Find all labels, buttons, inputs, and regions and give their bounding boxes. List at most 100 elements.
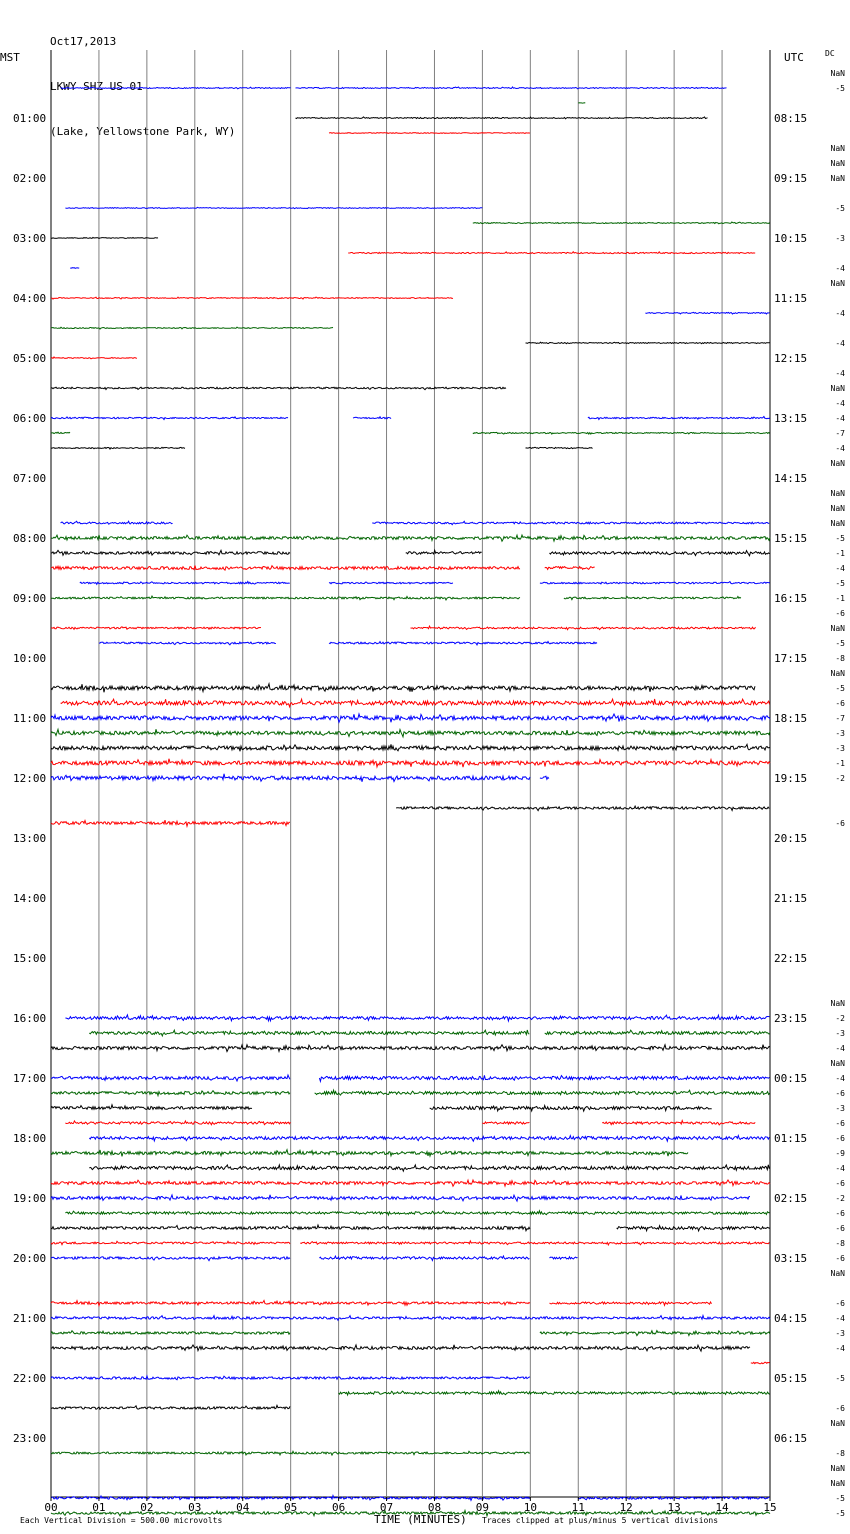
trace-row-46-seg-0	[50, 773, 531, 783]
dc-offset-row-78: -6	[835, 1254, 845, 1263]
dc-offset-row-84: -4	[835, 1344, 845, 1353]
trace-row-77-seg-0	[50, 1240, 291, 1246]
utc-label-19:15: 19:15	[774, 772, 807, 785]
trace-row-83-seg-0	[50, 1329, 291, 1336]
trace-row-36-seg-1	[410, 624, 756, 631]
trace-row-81-seg-0	[50, 1299, 531, 1308]
mst-label-13:00: 13:00	[13, 832, 46, 845]
mst-label-18:00: 18:00	[13, 1132, 46, 1145]
dc-offset-row-39: NaN	[831, 669, 846, 678]
trace-row-69-seg-1	[482, 1120, 530, 1126]
dc-offset-row-77: -8	[835, 1239, 845, 1248]
utc-label-06:15: 06:15	[774, 1432, 807, 1445]
dc-offset-row-4: NaN	[831, 144, 846, 153]
dc-offset-row-33: -5	[835, 579, 845, 588]
dc-offset-row-8: -5	[835, 204, 845, 213]
dc-offset-row-46: -2	[835, 774, 845, 783]
mst-label-08:00: 08:00	[13, 532, 46, 545]
x-tick-label-14: 14	[715, 1501, 729, 1514]
trace-row-31-seg-0	[50, 549, 291, 557]
utc-label-15:15: 15:15	[774, 532, 807, 545]
dc-offset-row-5: NaN	[831, 159, 846, 168]
dc-offset-row-64: -4	[835, 1044, 845, 1053]
dc-offset-row-34: -1	[835, 594, 845, 603]
trace-row-78-seg-1	[319, 1254, 530, 1262]
x-tick-label-01: 01	[92, 1501, 105, 1514]
dc-offset-row-76: -6	[835, 1224, 845, 1233]
trace-row-8-seg-0	[65, 206, 483, 210]
trace-row-66-seg-1	[318, 1074, 770, 1084]
utc-label-13:15: 13:15	[774, 412, 807, 425]
trace-row-72-seg-0	[89, 1163, 770, 1173]
trace-row-73-seg-0	[50, 1178, 771, 1188]
trace-row-34-seg-1	[563, 595, 742, 601]
x-tick-label-15: 15	[763, 1501, 776, 1514]
mst-label-22:00: 22:00	[13, 1372, 46, 1385]
trace-row-2-seg-0	[295, 116, 708, 120]
trace-row-83-seg-1	[539, 1329, 771, 1337]
dc-offset-row-49: -6	[835, 819, 845, 828]
dc-offset-row-71: -9	[835, 1149, 845, 1158]
trace-row-48-seg-0	[396, 804, 770, 812]
trace-row-67-seg-1	[314, 1088, 770, 1097]
trace-row-36-seg-0	[50, 626, 262, 631]
dc-offset-row-6: NaN	[831, 174, 846, 183]
trace-row-0-seg-1	[295, 86, 727, 90]
dc-offset-row-31: -1	[835, 549, 845, 558]
utc-label-22:15: 22:15	[774, 952, 807, 965]
trace-row-17-seg-0	[525, 341, 770, 345]
x-tick-label-06: 06	[332, 1501, 345, 1514]
dc-offset-row-86: -5	[835, 1374, 845, 1383]
trace-row-75-seg-0	[65, 1209, 770, 1217]
dc-offset-row-62: -2	[835, 1014, 845, 1023]
mst-label-15:00: 15:00	[13, 952, 46, 965]
x-tick-label-00: 00	[44, 1501, 57, 1514]
utc-hour-labels: 08:15 09:15 10:15 11:15 12:15 13:15 14:15 15:15…	[774, 112, 807, 1445]
mst-label-01:00: 01:00	[13, 112, 46, 125]
utc-label-16:15: 16:15	[774, 592, 807, 605]
dc-offset-row-70: -6	[835, 1134, 845, 1143]
x-tick-label-05: 05	[284, 1501, 297, 1514]
trace-row-31-seg-1	[405, 548, 482, 556]
trace-row-23-seg-1	[472, 431, 771, 436]
trace-row-37-seg-0	[98, 641, 276, 646]
dc-offset-row-61: NaN	[831, 999, 846, 1008]
dc-offset-row-42: -7	[835, 714, 845, 723]
utc-label-00:15: 00:15	[774, 1072, 807, 1085]
mst-label-17:00: 17:00	[13, 1072, 46, 1085]
trace-row-31-seg-2	[549, 549, 770, 557]
trace-row-24-seg-1	[525, 446, 593, 450]
mst-label-19:00: 19:00	[13, 1192, 46, 1205]
dc-offset-row-29: NaN	[831, 519, 846, 528]
trace-row-63-seg-0	[88, 1028, 530, 1038]
trace-row-3-seg-0	[328, 132, 531, 135]
trace-row-67-seg-0	[50, 1089, 291, 1098]
trace-row-33-seg-0	[79, 580, 290, 586]
utc-label-05:15: 05:15	[774, 1372, 807, 1385]
trace-row-32-seg-1	[544, 565, 595, 571]
mst-hour-labels: 01:00 02:00 03:00 04:00 05:00 06:00 07:00 08:00…	[13, 112, 46, 1445]
station-location: (Lake, Yellowstone Park, WY)	[50, 125, 236, 138]
mst-label-07:00: 07:00	[13, 472, 46, 485]
utc-label-02:15: 02:15	[774, 1192, 807, 1205]
dc-offset-row-83: -3	[835, 1329, 845, 1338]
x-tick-label-07: 07	[380, 1501, 393, 1514]
dc-offset-row-65: NaN	[831, 1059, 846, 1068]
trace-row-33-seg-1	[328, 581, 454, 585]
dc-offset-row-30: -5	[835, 534, 845, 543]
x-tick-label-10: 10	[524, 1501, 537, 1514]
trace-row-9-seg-0	[472, 221, 771, 225]
dc-offset-row-67: -6	[835, 1089, 845, 1098]
x-tick-label-11: 11	[572, 1501, 585, 1514]
trace-row-11-seg-0	[348, 250, 756, 255]
trace-row-29-seg-0	[60, 520, 173, 525]
dc-offset-row-94: -5	[835, 1494, 845, 1503]
dc-offset-row-74: -2	[835, 1194, 845, 1203]
mst-label-10:00: 10:00	[13, 652, 46, 665]
mst-label-06:00: 06:00	[13, 412, 46, 425]
utc-label-10:15: 10:15	[774, 232, 807, 245]
chart-header: Oct17,2013 LKWY SHZ US 01 (Lake, Yellows…	[50, 4, 235, 154]
trace-row-81-seg-1	[549, 1300, 712, 1307]
dc-offset-row-43: -3	[835, 729, 845, 738]
trace-row-84-seg-0	[50, 1343, 751, 1353]
